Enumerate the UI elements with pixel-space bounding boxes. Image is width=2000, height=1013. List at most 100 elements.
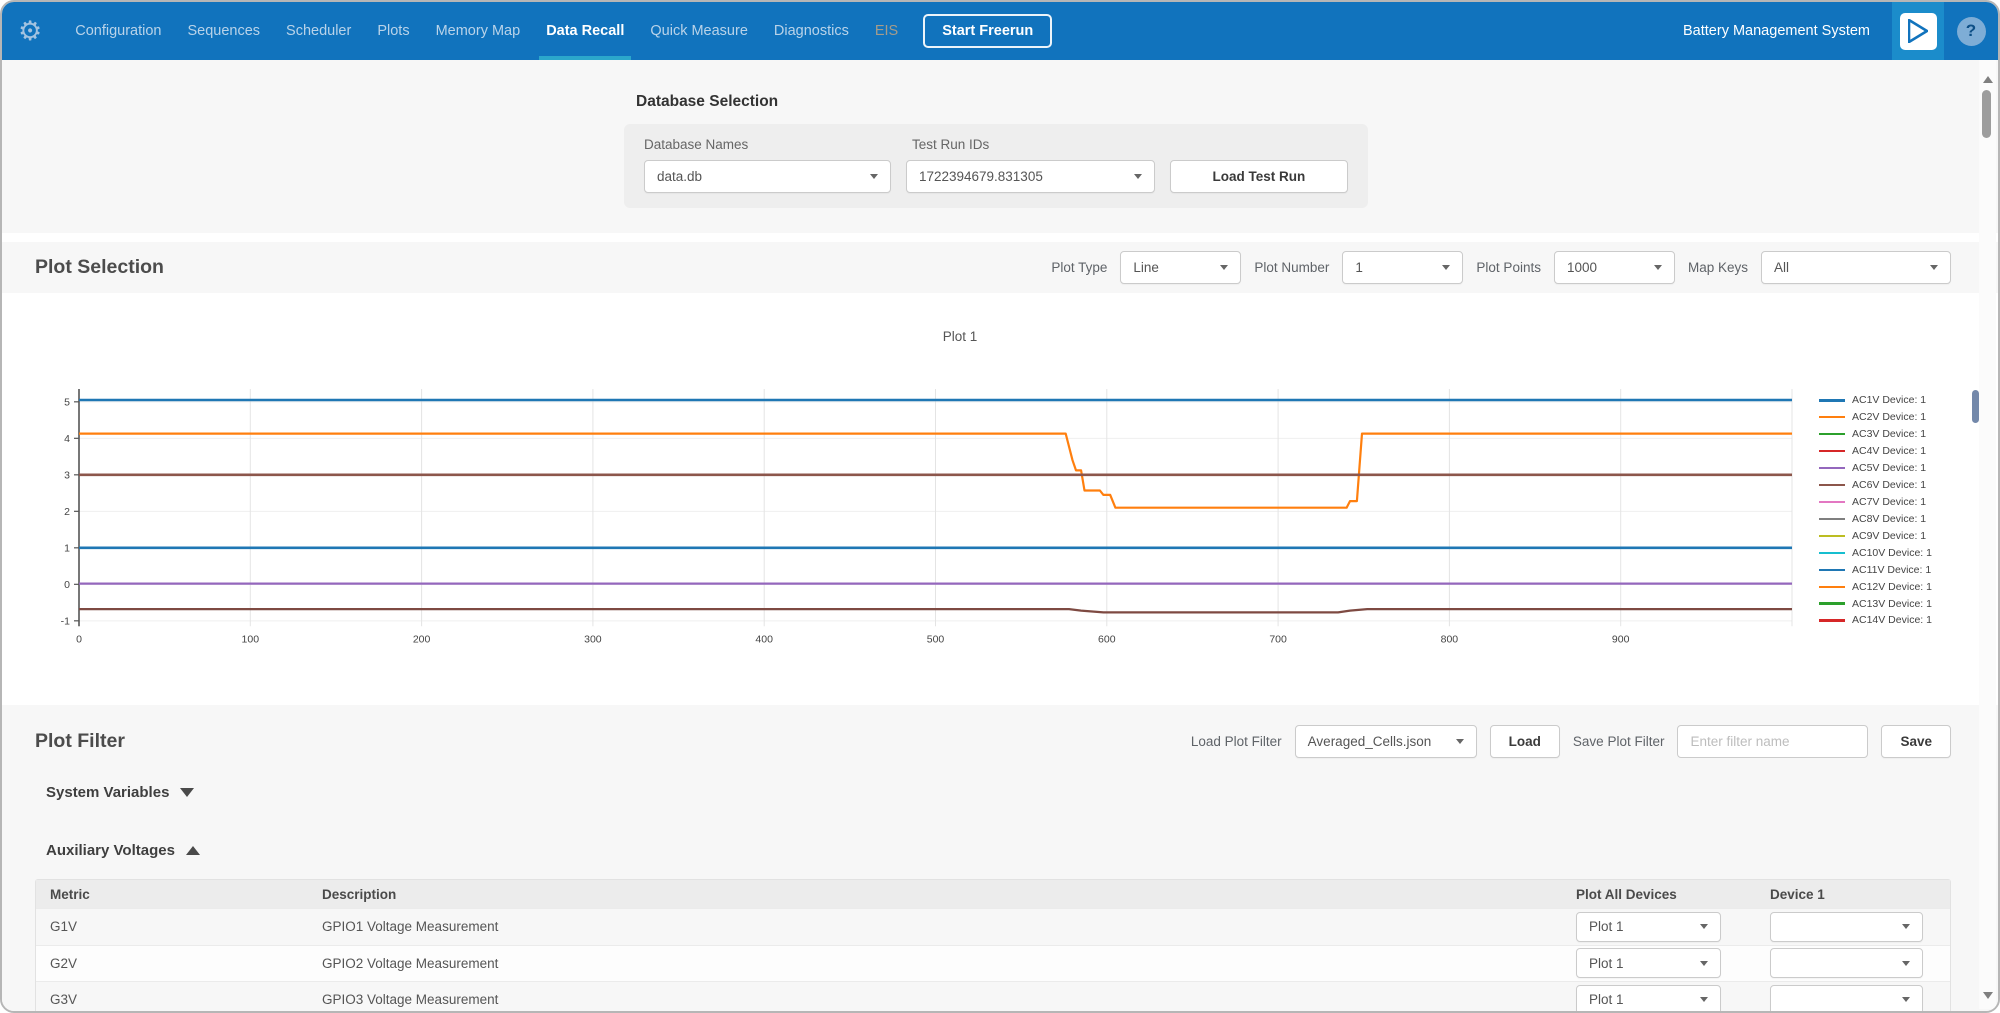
legend-item: AC12V Device: 1 [1819, 578, 1932, 595]
svg-text:200: 200 [413, 633, 431, 645]
chevron-down-icon [1700, 924, 1708, 930]
plot-selection-controls: Plot Type Line Plot Number 1 Plot Points… [1051, 251, 1951, 284]
legend-label: AC4V Device: 1 [1852, 445, 1927, 458]
legend-label: AC6V Device: 1 [1852, 479, 1927, 492]
map-keys-label: Map Keys [1687, 260, 1748, 275]
legend-swatch [1819, 602, 1845, 605]
plot-type-value: Line [1133, 260, 1159, 275]
nav-item-plots[interactable]: Plots [377, 23, 410, 39]
legend-item: AC4V Device: 1 [1819, 443, 1932, 460]
collapse-up-icon [185, 846, 200, 855]
help-button[interactable]: ? [1944, 2, 1998, 60]
cell-description: GPIO3 Voltage Measurement [322, 992, 499, 1008]
plot-type-select[interactable]: Line [1120, 251, 1242, 284]
svg-text:2: 2 [64, 506, 70, 518]
nav-item-memory-map[interactable]: Memory Map [435, 23, 521, 39]
map-keys-select[interactable]: All [1761, 251, 1951, 284]
plot-all-devices-select-g1v-value: Plot 1 [1589, 919, 1624, 935]
database-names-select[interactable]: data.db [644, 160, 891, 193]
chart-scrollbar-thumb[interactable] [1972, 390, 1979, 423]
svg-text:4: 4 [64, 433, 70, 445]
svg-text:5: 5 [64, 396, 70, 408]
legend-label: AC8V Device: 1 [1852, 512, 1927, 525]
legend-swatch [1819, 534, 1845, 537]
svg-text:1: 1 [64, 542, 70, 554]
legend-item: AC3V Device: 1 [1819, 426, 1932, 443]
device-1-select-g3v[interactable] [1770, 984, 1923, 1011]
legend-item: AC8V Device: 1 [1819, 510, 1932, 527]
nav-item-configuration[interactable]: Configuration [75, 23, 162, 39]
nav-item-quick-measure[interactable]: Quick Measure [650, 23, 748, 39]
plot-number-select[interactable]: 1 [1342, 251, 1464, 284]
line-chart[interactable]: -1 0 1 2 3 4 5 0 100 200 300 400 500 600 700 800 900 [2, 375, 1922, 655]
nav-item-diagnostics[interactable]: Diagnostics [773, 23, 849, 39]
chevron-down-icon [1700, 960, 1708, 966]
chevron-down-icon [1902, 960, 1910, 966]
scroll-up-icon[interactable] [1983, 76, 1993, 83]
play-button[interactable] [1892, 2, 1944, 60]
svg-text:100: 100 [242, 633, 260, 645]
chevron-down-icon [1930, 265, 1938, 270]
page-scrollbar[interactable] [1979, 60, 1996, 1009]
load-test-run-button[interactable]: Load Test Run [1169, 160, 1348, 193]
legend-swatch [1819, 568, 1845, 571]
chevron-down-icon [1220, 265, 1229, 270]
legend-label: AC13V Device: 1 [1852, 597, 1932, 610]
start-freerun-button[interactable]: Start Freerun [923, 14, 1053, 48]
legend-item: AC14V Device: 1 [1819, 612, 1932, 629]
gear-icon[interactable]: ⚙ [18, 15, 43, 46]
system-variables-label: System Variables [46, 784, 170, 801]
table-header-row: Metric Description Plot All Devices Devi… [36, 880, 1950, 908]
nav-item-eis[interactable]: EIS [874, 23, 899, 39]
legend-label: AC1V Device: 1 [1852, 394, 1927, 407]
plot-all-devices-select-g2v[interactable]: Plot 1 [1576, 948, 1721, 979]
plot-filter-controls: Load Plot Filter Averaged_Cells.json Loa… [1191, 725, 1951, 758]
chevron-down-icon [1902, 997, 1910, 1003]
legend-item: AC2V Device: 1 [1819, 409, 1932, 426]
load-plot-filter-select[interactable]: Averaged_Cells.json [1294, 725, 1477, 758]
table-row-g1v: G1V GPIO1 Voltage Measurement Plot 1 [36, 908, 1950, 945]
group-auxiliary-voltages[interactable]: Auxiliary Voltages [46, 842, 200, 859]
collapse-down-icon [180, 788, 195, 797]
legend-item: AC5V Device: 1 [1819, 460, 1932, 477]
plot-points-select[interactable]: 1000 [1553, 251, 1675, 284]
cell-metric: G3V [50, 992, 78, 1008]
plot-points-label: Plot Points [1476, 260, 1541, 275]
device-1-select-g1v[interactable] [1770, 911, 1923, 942]
device-1-select-g2v[interactable] [1770, 948, 1923, 979]
nav-items: Configuration Sequences Scheduler Plots Memo… [62, 2, 911, 60]
database-names-value: data.db [657, 169, 703, 184]
legend-item: AC11V Device: 1 [1819, 561, 1932, 578]
legend-swatch [1819, 433, 1845, 436]
test-run-ids-select[interactable]: 1722394679.831305 [905, 160, 1155, 193]
nav-item-sequences[interactable]: Sequences [187, 23, 261, 39]
svg-text:500: 500 [927, 633, 945, 645]
cell-description: GPIO2 Voltage Measurement [322, 955, 499, 971]
header-plot-all-devices: Plot All Devices [1576, 886, 1677, 902]
load-filter-button[interactable]: Load [1489, 725, 1560, 758]
save-filter-button[interactable]: Save [1881, 725, 1951, 758]
load-plot-filter-value: Averaged_Cells.json [1307, 734, 1432, 749]
group-system-variables[interactable]: System Variables [46, 784, 195, 801]
plot-filter-section: Plot Filter Load Plot Filter Averaged_Ce… [2, 705, 1998, 1011]
svg-text:400: 400 [755, 633, 773, 645]
plot-all-devices-select-g1v[interactable]: Plot 1 [1576, 911, 1721, 942]
legend-label: AC14V Device: 1 [1852, 614, 1932, 627]
top-navbar: ⚙ Configuration Sequences Scheduler Plots Me… [2, 2, 1998, 60]
chevron-down-icon [1455, 739, 1464, 744]
svg-text:600: 600 [1098, 633, 1116, 645]
plot-all-devices-select-g3v[interactable]: Plot 1 [1576, 984, 1721, 1011]
save-plot-filter-label: Save Plot Filter [1572, 734, 1665, 749]
save-filter-name-input[interactable] [1677, 725, 1869, 758]
chevron-down-icon [869, 174, 878, 179]
legend-item: AC13V Device: 1 [1819, 595, 1932, 612]
nav-item-data-recall[interactable]: Data Recall [533, 2, 637, 60]
header-metric: Metric [50, 886, 90, 902]
nav-item-scheduler[interactable]: Scheduler [286, 23, 352, 39]
chevron-down-icon [1653, 265, 1662, 270]
page-scrollbar-thumb[interactable] [1982, 90, 1991, 138]
legend-item: AC1V Device: 1 [1819, 392, 1932, 409]
cell-metric: G2V [50, 955, 78, 971]
scroll-down-icon[interactable] [1983, 992, 1993, 999]
